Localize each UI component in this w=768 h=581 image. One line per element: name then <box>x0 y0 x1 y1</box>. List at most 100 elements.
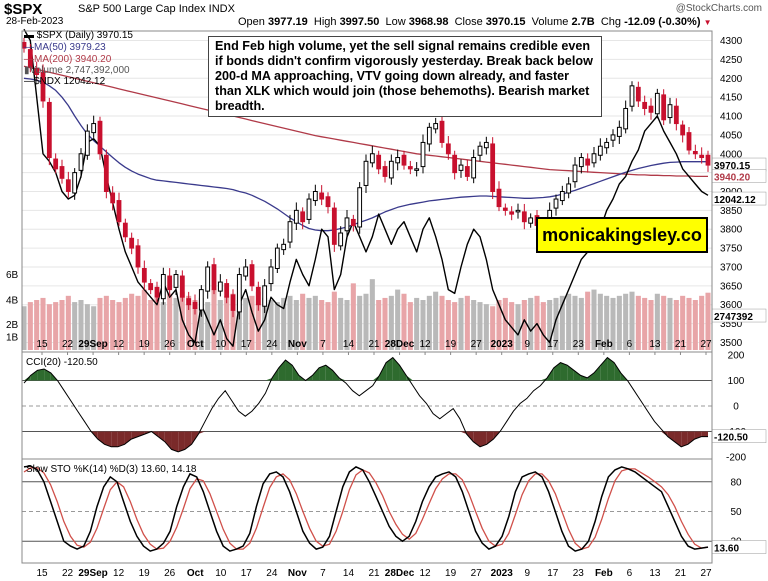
candle-body <box>103 154 109 192</box>
candle-body <box>604 141 610 149</box>
date-tick-label-bottom: Feb <box>595 568 613 579</box>
volume-bar <box>445 300 451 350</box>
cci-positive-fill <box>600 357 608 381</box>
date-tick-label-bottom: 23 <box>573 568 585 579</box>
chart-date: 28-Feb-2023 <box>6 16 64 27</box>
candle-body <box>91 123 97 134</box>
price-tick-label: 4300 <box>720 36 743 47</box>
date-tick-label-top: 23 <box>573 339 585 350</box>
volume-bar <box>376 300 382 350</box>
date-tick-label-bottom: 19 <box>445 568 457 579</box>
date-tick-label-top: 26 <box>164 339 176 350</box>
price-tick-label: 4100 <box>720 112 743 123</box>
candle-body <box>509 211 515 215</box>
candle-body <box>173 274 179 288</box>
date-tick-label-top: 7 <box>320 339 326 350</box>
volume-bars <box>21 279 711 350</box>
volume-bar <box>103 295 109 350</box>
volume-label: Volume <box>531 16 569 28</box>
date-tick-label-bottom: 13 <box>649 568 661 579</box>
candle-body <box>699 154 705 159</box>
date-tick-label-top: 17 <box>547 339 559 350</box>
cci-positive-fill <box>30 370 38 381</box>
candle-body <box>566 183 572 194</box>
low-value: 3968.98 <box>408 16 449 28</box>
volume-bar <box>46 304 52 350</box>
volume-bar <box>173 297 179 350</box>
candle-body <box>255 286 261 306</box>
volume-bar <box>572 295 578 350</box>
legend-ma200: —MA(200) 3940.20 <box>24 54 111 65</box>
line-icon: — <box>24 54 34 65</box>
ticker-symbol: $SPX <box>4 1 43 18</box>
sto-d-polyline <box>23 467 709 550</box>
sto-value-tag: 13.60 <box>714 544 739 555</box>
volume-bar <box>414 297 420 350</box>
brand-label[interactable]: monicakingsley.co <box>536 217 708 253</box>
candle-body <box>78 153 84 171</box>
cci-negative-fill <box>198 431 206 435</box>
candle-body <box>141 267 147 283</box>
volume-bar <box>401 293 407 350</box>
legend-spx: ▬ $SPX (Daily) 3970.15 <box>24 30 133 41</box>
bar-icon: ▮ <box>24 65 30 76</box>
cci-positive-fill <box>392 357 400 381</box>
date-tick-label-bottom: 27 <box>471 568 483 579</box>
volume-bar <box>281 297 287 350</box>
candle-body <box>553 198 559 209</box>
candle-body <box>407 166 413 170</box>
candle-icon: ▬ <box>24 30 34 41</box>
volume-bar <box>91 306 97 350</box>
candle-body <box>464 166 470 177</box>
date-tick-label-top: 19 <box>139 339 151 350</box>
volume-bar <box>205 302 211 350</box>
cci-positive-fill <box>265 377 273 381</box>
volume-bar <box>78 300 84 350</box>
volume-bar <box>623 293 629 350</box>
candle-body <box>515 209 521 213</box>
volume-bar <box>496 300 502 350</box>
candle-body <box>692 150 698 155</box>
volume-bar <box>211 289 217 350</box>
cci-negative-fill <box>124 431 132 445</box>
line-icon: — <box>24 76 34 87</box>
candle-body <box>502 207 508 211</box>
cci-positive-fill <box>278 360 286 381</box>
volume-bar <box>604 295 610 350</box>
volume-bar <box>192 300 198 350</box>
candle-body <box>673 105 679 125</box>
volume-bar <box>236 300 242 350</box>
volume-bar <box>509 302 515 350</box>
date-tick-label-top: 19 <box>445 339 457 350</box>
candle-body <box>331 207 337 245</box>
legend-spx-text: $SPX (Daily) 3970.15 <box>36 30 133 41</box>
volume-bar <box>699 295 705 350</box>
date-tick-label-bottom: 19 <box>139 568 151 579</box>
candle-body <box>167 275 173 291</box>
candle-body <box>452 154 458 174</box>
ma50-line <box>23 77 708 232</box>
date-tick-label-top: 22 <box>62 339 74 350</box>
volume-bar <box>661 295 667 350</box>
date-tick-label-top: 14 <box>343 339 355 350</box>
candle-body <box>148 283 154 291</box>
close-value-tag: 3970.15 <box>714 161 751 172</box>
date-tick-label-bottom: Oct <box>187 568 204 579</box>
cci-tick-label: 200 <box>728 351 745 362</box>
price-tick-label: 3500 <box>720 338 743 349</box>
candle-body <box>363 160 369 186</box>
volume-bar <box>477 302 483 350</box>
date-tick-label-top: 21 <box>675 339 687 350</box>
candle-body <box>243 266 249 277</box>
candle-body <box>616 126 622 137</box>
volume-bar <box>306 297 312 350</box>
cci-negative-fill <box>117 431 125 447</box>
candle-body <box>680 124 686 136</box>
volume-bar <box>21 306 27 350</box>
legend-volume: ▮Volume 2,747,392,000 <box>24 65 130 76</box>
volume-bar <box>591 289 597 350</box>
volume-bar <box>116 302 122 350</box>
volume-bar <box>154 297 160 350</box>
legend-ma50-text: MA(50) 3979.23 <box>34 42 106 53</box>
volume-tick-label: 1B <box>6 332 19 343</box>
